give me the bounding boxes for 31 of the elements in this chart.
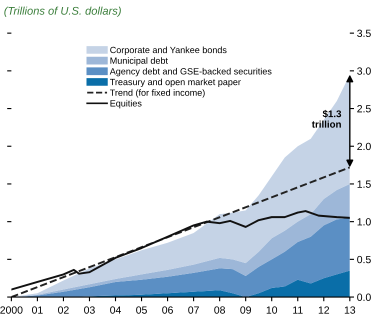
y-tick-label: 1.0 — [358, 218, 371, 226]
x-tick-label: 02 — [58, 306, 69, 314]
x-tick-label: 12 — [318, 306, 330, 314]
x-tick-label: 05 — [136, 306, 147, 314]
y-tick-label: 0.0 — [357, 294, 371, 301]
legend-label: Treasury and open market paper — [110, 78, 241, 87]
legend-label: Corporate and Yankee bonds — [110, 46, 227, 55]
x-tick-label: 08 — [214, 306, 225, 314]
x-tick-label: 07 — [188, 306, 199, 314]
y-tick-label: 3.5 — [357, 30, 371, 38]
y-tick-label: 2.0 — [357, 142, 371, 150]
x-tick-label: 11 — [293, 306, 303, 314]
x-tick-label: 04 — [110, 306, 121, 314]
legend-label: Agency debt and GSE-backed securities — [110, 68, 272, 76]
y-tick-label: 3.0 — [357, 67, 371, 75]
x-tick-label: 13 — [344, 306, 356, 314]
x-tick-label: 10 — [266, 306, 278, 314]
x-tick-label: 01 — [32, 306, 43, 314]
legend-label: Trend (for fixed income) — [110, 89, 205, 98]
x-tick-label: 2000 — [0, 306, 23, 314]
y-tick-label: 2.5 — [357, 105, 371, 112]
y-tick-label: 0.5 — [357, 256, 371, 264]
legend-label: Municipal debt — [110, 57, 168, 66]
x-tick-label: 06 — [162, 306, 173, 314]
legend-label: Equities — [110, 100, 142, 108]
chart-title: (Trillions of U.S. dollars) — [4, 6, 121, 17]
annotation: $1.3 trillion — [312, 110, 342, 128]
x-tick-label: 03 — [84, 306, 95, 314]
y-tick-label: 1.5 — [358, 180, 371, 188]
x-tick-label: 09 — [240, 306, 251, 314]
line-series — [11, 210, 350, 290]
